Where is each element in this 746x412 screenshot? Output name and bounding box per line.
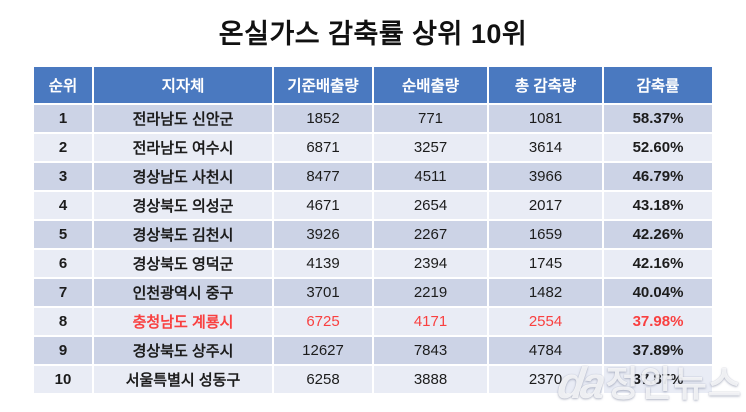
base-emissions-cell: 4671 <box>272 190 374 221</box>
total-reduction-cell: 1482 <box>487 277 604 308</box>
total-reduction-cell: 2554 <box>487 306 604 337</box>
table-row: 4 경상북도 의성군 4671 2654 2017 43.18% <box>32 190 714 221</box>
rank-cell: 3 <box>32 161 94 192</box>
reduction-rate-cell: 37.98% <box>602 306 714 337</box>
table-header: 순위 지자체 기준배출량 순배출량 총 감축량 감축률 <box>32 65 714 105</box>
net-emissions-cell: 4171 <box>372 306 489 337</box>
net-emissions-cell: 2219 <box>372 277 489 308</box>
base-emissions-cell: 8477 <box>272 161 374 192</box>
municipality-cell: 경상북도 영덕군 <box>92 248 274 279</box>
net-emissions-cell: 7843 <box>372 335 489 366</box>
ranking-table: 순위 지자체 기준배출량 순배출량 총 감축량 감축률 1 전라남도 신안군 185… <box>32 65 714 395</box>
net-emissions-cell: 3888 <box>372 364 489 395</box>
total-reduction-cell: 3614 <box>487 132 604 163</box>
table-row: 9 경상북도 상주시 12627 7843 4784 37.89% <box>32 335 714 366</box>
total-reduction-cell: 2017 <box>487 190 604 221</box>
total-reduction-cell: 3966 <box>487 161 604 192</box>
net-emissions-cell: 3257 <box>372 132 489 163</box>
total-reduction-cell: 1081 <box>487 103 604 134</box>
table-row: 10 서울특별시 성동구 6258 3888 2370 37.87% <box>32 364 714 395</box>
rank-cell: 6 <box>32 248 94 279</box>
reduction-rate-cell: 42.16% <box>602 248 714 279</box>
total-reduction-cell: 4784 <box>487 335 604 366</box>
table-row: 1 전라남도 신안군 1852 771 1081 58.37% <box>32 103 714 134</box>
table-body: 1 전라남도 신안군 1852 771 1081 58.37% 2 전라남도 여수시 6871 3… <box>32 103 714 395</box>
table-row: 7 인천광역시 중구 3701 2219 1482 40.04% <box>32 277 714 308</box>
total-reduction-cell: 1745 <box>487 248 604 279</box>
rank-cell: 1 <box>32 103 94 134</box>
base-emissions-cell: 6725 <box>272 306 374 337</box>
reduction-rate-cell: 37.89% <box>602 335 714 366</box>
column-header-net-emissions: 순배출량 <box>372 65 489 105</box>
reduction-rate-cell: 43.18% <box>602 190 714 221</box>
municipality-cell: 경상북도 김천시 <box>92 219 274 250</box>
municipality-cell: 경상남도 사천시 <box>92 161 274 192</box>
net-emissions-cell: 4511 <box>372 161 489 192</box>
base-emissions-cell: 1852 <box>272 103 374 134</box>
rank-cell: 9 <box>32 335 94 366</box>
reduction-rate-cell: 37.87% <box>602 364 714 395</box>
base-emissions-cell: 4139 <box>272 248 374 279</box>
municipality-cell: 경상북도 상주시 <box>92 335 274 366</box>
base-emissions-cell: 6258 <box>272 364 374 395</box>
net-emissions-cell: 2267 <box>372 219 489 250</box>
municipality-cell: 인천광역시 중구 <box>92 277 274 308</box>
base-emissions-cell: 3926 <box>272 219 374 250</box>
page-title: 온실가스 감축률 상위 10위 <box>218 19 528 49</box>
base-emissions-cell: 12627 <box>272 335 374 366</box>
rank-cell: 2 <box>32 132 94 163</box>
rank-cell: 10 <box>32 364 94 395</box>
column-header-base-emissions: 기준배출량 <box>272 65 374 105</box>
rank-cell: 7 <box>32 277 94 308</box>
reduction-rate-cell: 58.37% <box>602 103 714 134</box>
column-header-total-reduction: 총 감축량 <box>487 65 604 105</box>
total-reduction-cell: 1659 <box>487 219 604 250</box>
municipality-cell: 전라남도 여수시 <box>92 132 274 163</box>
base-emissions-cell: 6871 <box>272 132 374 163</box>
table-row: 3 경상남도 사천시 8477 4511 3966 46.79% <box>32 161 714 192</box>
reduction-rate-cell: 42.26% <box>602 219 714 250</box>
table-row: 8 충청남도 계룡시 6725 4171 2554 37.98% <box>32 306 714 337</box>
reduction-rate-cell: 40.04% <box>602 277 714 308</box>
municipality-cell: 경상북도 의성군 <box>92 190 274 221</box>
net-emissions-cell: 2394 <box>372 248 489 279</box>
table-row: 2 전라남도 여수시 6871 3257 3614 52.60% <box>32 132 714 163</box>
header-row: 순위 지자체 기준배출량 순배출량 총 감축량 감축률 <box>32 65 714 105</box>
table-row: 5 경상북도 김천시 3926 2267 1659 42.26% <box>32 219 714 250</box>
municipality-cell: 전라남도 신안군 <box>92 103 274 134</box>
net-emissions-cell: 2654 <box>372 190 489 221</box>
municipality-cell: 서울특별시 성동구 <box>92 364 274 395</box>
base-emissions-cell: 3701 <box>272 277 374 308</box>
rank-cell: 4 <box>32 190 94 221</box>
rank-cell: 5 <box>32 219 94 250</box>
column-header-rank: 순위 <box>32 65 94 105</box>
net-emissions-cell: 771 <box>372 103 489 134</box>
column-header-municipality: 지자체 <box>92 65 274 105</box>
column-header-reduction-rate: 감축률 <box>602 65 714 105</box>
total-reduction-cell: 2370 <box>487 364 604 395</box>
reduction-rate-cell: 46.79% <box>602 161 714 192</box>
municipality-cell: 충청남도 계룡시 <box>92 306 274 337</box>
rank-cell: 8 <box>32 306 94 337</box>
reduction-rate-cell: 52.60% <box>602 132 714 163</box>
table-row: 6 경상북도 영덕군 4139 2394 1745 42.16% <box>32 248 714 279</box>
